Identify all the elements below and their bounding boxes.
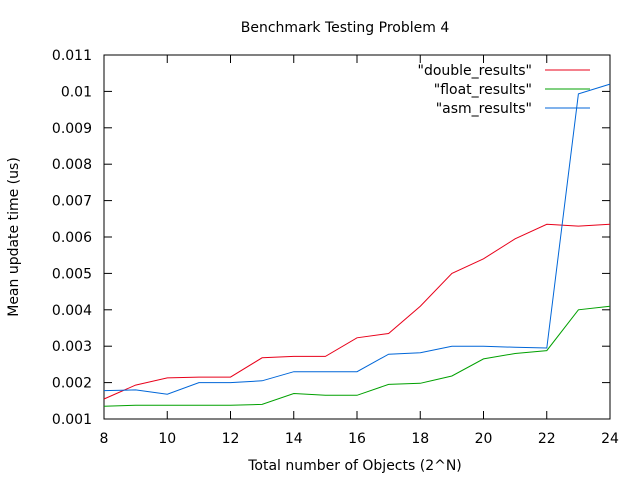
series-line-2 [103,83,611,395]
series-line-0 [103,223,611,400]
y-tick-label: 0.009 [52,121,92,137]
x-axis: 8 10 12 14 16 18 20 22 24 [100,55,619,447]
y-tick-label: 0.003 [52,339,92,355]
y-axis: 0.001 0.002 0.003 0.004 0.005 0.006 0.007 0.008… [52,48,610,428]
x-tick-label: 16 [348,431,366,447]
y-tick-label: 0.01 [61,84,92,100]
y-tick-label: 0.001 [52,412,92,428]
series-lines [103,83,611,407]
y-tick-label: 0.007 [52,194,92,210]
x-tick-label: 20 [475,431,493,447]
x-tick-label: 8 [100,431,109,447]
x-tick-label: 24 [601,431,619,447]
x-tick-label: 12 [222,431,240,447]
y-axis-label: Mean update time (us) [6,157,22,317]
y-tick-label: 0.004 [52,303,92,319]
legend-label-0: "double_results" [418,63,533,79]
x-tick-label: 22 [538,431,556,447]
y-tick-label: 0.005 [52,266,92,282]
x-tick-label: 14 [285,431,303,447]
y-tick-label: 0.011 [52,48,92,64]
x-axis-label: Total number of Objects (2^N) [247,458,462,474]
plot-frame [103,54,611,420]
legend-label-1: "float_results" [434,82,532,98]
y-tick-label: 0.006 [52,230,92,246]
x-tick-label: 18 [411,431,429,447]
x-tick-label: 10 [158,431,176,447]
chart-title: Benchmark Testing Problem 4 [241,20,450,36]
legend-label-2: "asm_results" [436,101,532,117]
y-tick-label: 0.002 [52,376,92,392]
legend: "double_results" "float_results" "asm_resu… [418,63,590,117]
series-line-1 [103,305,611,407]
y-tick-label: 0.008 [52,157,92,173]
